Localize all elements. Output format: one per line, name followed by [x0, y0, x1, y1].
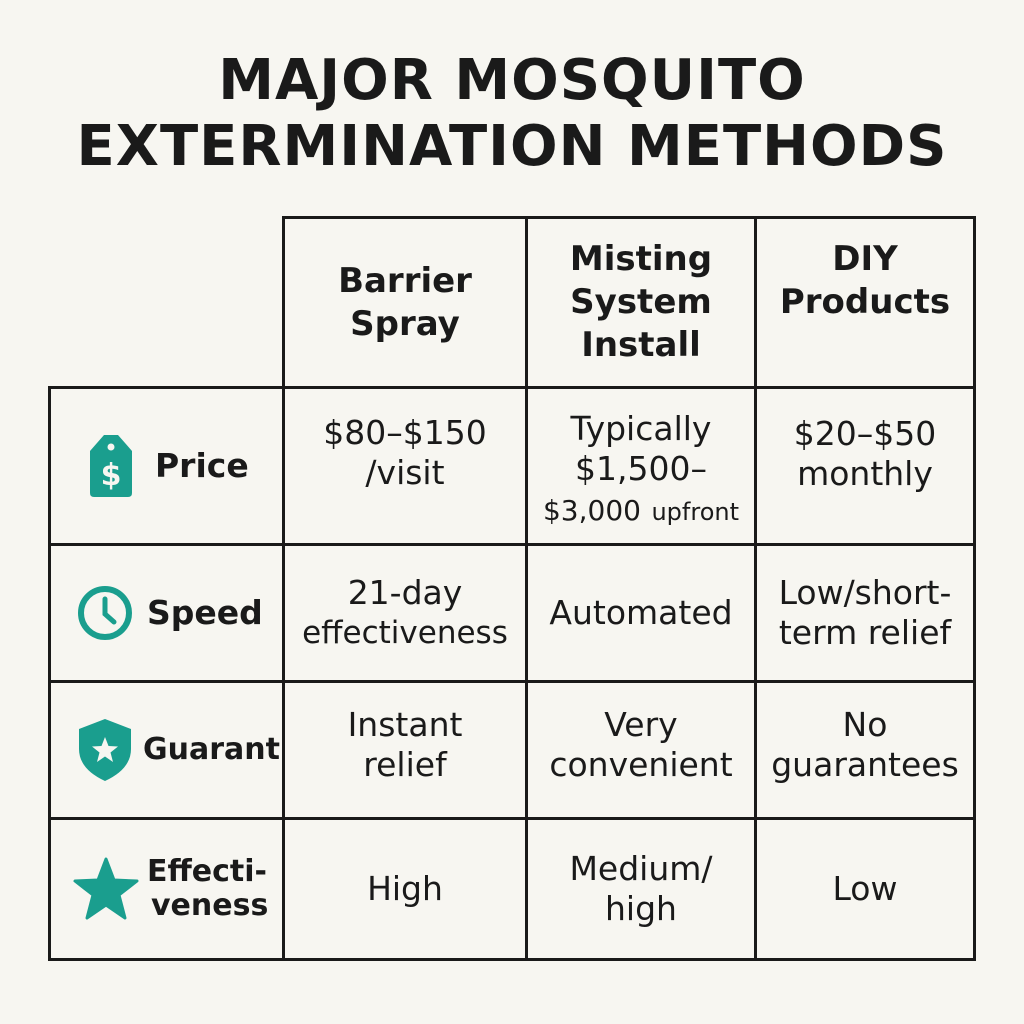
shield-star-icon [75, 717, 135, 783]
cell-line: high [605, 889, 677, 928]
cell-line: convenient [549, 745, 733, 784]
column-header-line: Products [779, 281, 951, 322]
cell-speed-diy: Low/short- term relief [754, 543, 976, 683]
cell-line: High [367, 869, 443, 908]
column-header-line: DIY [832, 238, 898, 279]
row-label-text: Price [155, 446, 249, 485]
row-label-text: Guarant [143, 732, 280, 767]
cell-line: monthly [797, 454, 933, 493]
row-label-speed: Speed [48, 543, 285, 683]
cell-line: $20–$50 [793, 414, 937, 453]
cell-effectiveness-diy: Low [754, 817, 976, 961]
column-header-line: Spray [350, 303, 460, 344]
cell-line: Low/short- [778, 573, 952, 612]
star-icon [73, 857, 139, 921]
cell-line: Medium/ [569, 849, 713, 888]
cell-line: No [842, 705, 888, 744]
cell-line: Automated [549, 593, 733, 632]
cell-line: /visit [365, 453, 445, 492]
cell-line: upfront [651, 497, 740, 526]
cell-line: 21-day [347, 573, 463, 612]
cell-effectiveness-barrier: High [282, 817, 528, 961]
row-label-effectiveness: Effecti- veness [48, 817, 285, 961]
cell-line: term relief [778, 613, 952, 652]
cell-line: $80–$150 [323, 413, 487, 452]
row-label-text: veness [151, 888, 269, 923]
cell-line: Very [604, 705, 678, 744]
column-header-line: Barrier [338, 260, 472, 301]
title-line-1: MAJOR MOSQUITO [218, 48, 806, 113]
row-label-guarantee: Guarant [48, 680, 285, 820]
cell-line: Low [832, 869, 898, 908]
column-header-diy-products: DIY Products [754, 216, 976, 389]
column-header-line: System [570, 282, 712, 322]
cell-line: relief [363, 745, 447, 784]
cell-guarantee-misting: Very convenient [525, 680, 757, 820]
cell-effectiveness-misting: Medium/ high [525, 817, 757, 961]
row-label-price: $ Price [48, 386, 285, 546]
cell-speed-barrier: 21-day effectiveness [282, 543, 528, 683]
title-line-2: EXTERMINATION METHODS [76, 114, 948, 179]
cell-line: effectiveness [302, 615, 508, 651]
column-header-barrier-spray: Barrier Spray [282, 216, 528, 389]
cell-guarantee-diy: No guarantees [754, 680, 976, 820]
price-tag-dollar-icon: $ [81, 433, 141, 499]
svg-text:$: $ [101, 458, 122, 493]
column-header-line: Install [581, 325, 701, 365]
column-header-misting-system: Misting System Install [525, 216, 757, 389]
page-title: MAJOR MOSQUITO EXTERMINATION METHODS [0, 48, 1024, 180]
cell-guarantee-barrier: Instant relief [282, 680, 528, 820]
cell-speed-misting: Automated [525, 543, 757, 683]
cell-price-diy: $20–$50 monthly [754, 386, 976, 546]
row-label-text: Speed [147, 593, 263, 632]
cell-line: guarantees [771, 745, 959, 784]
cell-price-misting: Typically $1,500– $3,000 upfront [525, 386, 757, 546]
cell-price-barrier: $80–$150 /visit [282, 386, 528, 546]
clock-icon [75, 584, 135, 642]
cell-line: Instant [347, 705, 463, 744]
column-header-line: Misting [569, 239, 713, 279]
cell-line: $3,000 [542, 493, 641, 527]
cell-line: $1,500– [575, 448, 707, 488]
cell-line: Typically [570, 408, 712, 448]
row-label-text: Effecti- [147, 854, 267, 889]
